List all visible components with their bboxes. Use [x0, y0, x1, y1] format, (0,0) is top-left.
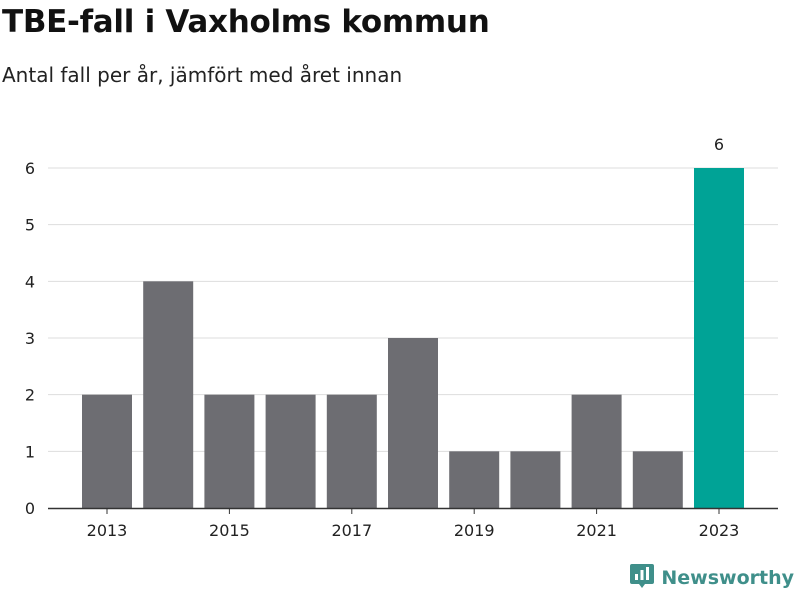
brand-name: Newsworthy	[661, 567, 794, 589]
chart-subtitle: Antal fall per år, jämfört med året inna…	[2, 63, 403, 87]
x-tick-label: 2019	[454, 521, 495, 540]
x-axis	[48, 507, 778, 514]
x-tick-label: 2017	[331, 521, 372, 540]
bar-2022	[632, 451, 683, 508]
y-tick-label: 3	[25, 329, 35, 348]
bar-2021	[571, 394, 622, 508]
data-label: 6	[714, 135, 724, 154]
bar-2023	[694, 168, 744, 508]
bar-chart-pin-icon	[629, 562, 655, 594]
y-tick-label: 1	[25, 442, 35, 461]
x-axis-tick-labels: 2013 2015 2017 2019 2021 2023	[87, 521, 740, 540]
bar-2015	[204, 394, 255, 508]
y-tick-label: 4	[25, 272, 35, 291]
y-tick-label: 2	[25, 386, 35, 405]
newsworthy-logo: Newsworthy	[629, 562, 794, 594]
bar-2020	[510, 451, 561, 508]
chart-title: TBE-fall i Vaxholms kommun	[2, 4, 490, 40]
x-tick-label: 2013	[87, 521, 128, 540]
bars	[82, 168, 744, 508]
x-tick-label: 2023	[699, 521, 740, 540]
bar-chart: 0 1 2 3 4 5 6 6 2013 2015 2017 2019 2021 2023	[25, 135, 778, 540]
y-axis-tick-labels: 0 1 2 3 4 5 6	[25, 159, 35, 518]
bar-2014	[143, 281, 194, 508]
x-tick-label: 2021	[576, 521, 617, 540]
bar-2016	[265, 394, 316, 508]
data-labels: 6	[714, 135, 724, 154]
y-tick-label: 5	[25, 216, 35, 235]
y-tick-label: 0	[25, 499, 35, 518]
bar-2013	[82, 394, 132, 508]
y-tick-label: 6	[25, 159, 35, 178]
bar-2018	[388, 338, 438, 508]
bar-2019	[449, 451, 500, 508]
x-tick-label: 2015	[209, 521, 250, 540]
bar-2017	[326, 394, 377, 508]
